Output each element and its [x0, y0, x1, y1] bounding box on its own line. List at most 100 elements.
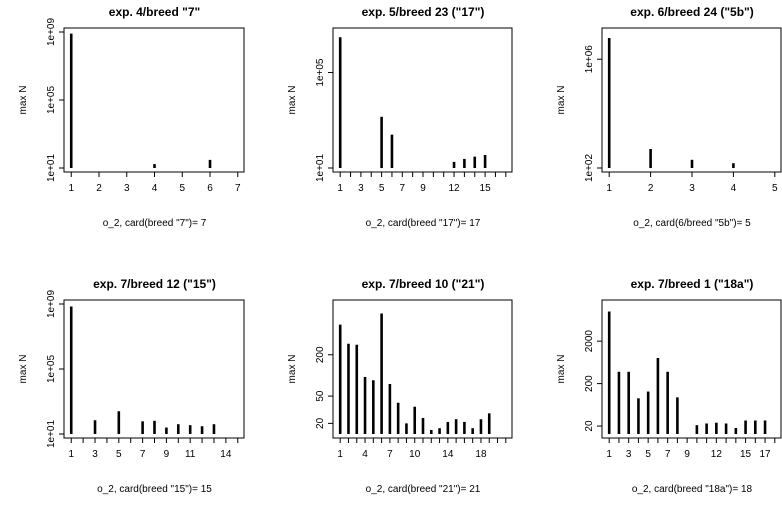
y-tick-label: 1e+09	[46, 18, 57, 47]
y-axis-label: max N	[18, 355, 29, 384]
y-axis: 1e+01 1e+05	[315, 58, 334, 183]
x-tick-label: 3	[92, 449, 98, 460]
panel-1: exp. 4/breed "7" o_2, card(breed "7")= 7 m…	[18, 5, 245, 229]
x-axis: 1 2 3 4 5 6 7	[68, 172, 241, 194]
y-tick-label: 20	[584, 420, 595, 432]
x-tick-label: 17	[759, 449, 771, 460]
x-tick-label: 7	[400, 183, 406, 194]
x-tick-label: 5	[772, 183, 778, 194]
x-axis-label: o_2, card(breed "17")= 17	[366, 218, 481, 229]
x-tick-label: 12	[711, 449, 723, 460]
x-tick-label: 3	[358, 183, 364, 194]
panel-6: exp. 7/breed 1 ("18a") o_2, card(breed "1…	[556, 277, 782, 495]
x-tick-label: 7	[387, 449, 393, 460]
y-axis: 1e+02 1e+06	[584, 45, 603, 183]
y-axis-label: max N	[18, 86, 29, 115]
x-tick-label: 18	[475, 449, 487, 460]
x-axis-label: o_2, card(breed "7")= 7	[103, 218, 207, 229]
x-tick-label: 2	[648, 183, 654, 194]
x-tick-label: 4	[731, 183, 737, 194]
y-axis-label: max N	[556, 86, 567, 115]
y-axis-label: max N	[287, 355, 298, 384]
bar-series	[69, 33, 212, 168]
x-axis: 1 3 5 7 9 11 14	[68, 438, 239, 460]
x-tick-label: 14	[442, 449, 454, 460]
x-tick-label: 7	[665, 449, 671, 460]
panel-4: exp. 7/breed 12 ("15") o_2, card(breed "1…	[18, 277, 245, 495]
chart-title: exp. 6/breed 24 ("5b")	[630, 5, 753, 19]
plot-frame	[332, 27, 513, 173]
x-tick-label: 5	[645, 449, 651, 460]
x-tick-label: 15	[480, 183, 492, 194]
x-tick-label: 7	[235, 183, 241, 194]
x-tick-label: 1	[68, 183, 74, 194]
x-tick-label: 1	[337, 449, 343, 460]
plot-frame	[63, 27, 245, 173]
panel-5: exp. 7/breed 10 ("21") o_2, card(breed "2…	[287, 277, 513, 495]
chart-title: exp. 4/breed "7"	[109, 5, 200, 19]
y-axis: 20 200 2000	[584, 330, 603, 432]
x-tick-label: 5	[379, 183, 385, 194]
x-tick-label: 15	[740, 449, 752, 460]
x-axis: 1 3 5 7 9 12 15	[337, 172, 507, 194]
bar-series	[607, 38, 735, 168]
x-tick-label: 4	[362, 449, 368, 460]
x-tick-label: 5	[116, 449, 122, 460]
y-tick-label: 2000	[584, 330, 595, 353]
x-axis: 1 2 3 4 5	[606, 172, 778, 194]
bar-series	[69, 306, 216, 434]
y-tick-label: 200	[584, 375, 595, 392]
x-tick-label: 14	[220, 449, 232, 460]
x-tick-label: 5	[179, 183, 185, 194]
plot-frame	[332, 299, 513, 439]
bar-series	[338, 313, 491, 434]
y-tick-label: 1e+09	[46, 290, 57, 319]
plot-frame	[63, 299, 245, 439]
x-tick-label: 7	[140, 449, 146, 460]
bar-series	[607, 311, 767, 434]
y-tick-label: 1e+05	[46, 86, 57, 115]
x-tick-label: 4	[152, 183, 158, 194]
y-axis-label: max N	[287, 86, 298, 115]
y-tick-label: 1e+05	[46, 355, 57, 384]
x-tick-label: 10	[409, 449, 421, 460]
chart-title: exp. 5/breed 23 ("17")	[362, 5, 485, 19]
y-tick-label: 1e+06	[584, 45, 595, 74]
x-tick-label: 3	[689, 183, 695, 194]
bar-series	[338, 37, 487, 168]
x-axis: 1 3 5 7 9 12 15 17	[606, 438, 776, 460]
x-axis-label: o_2, card(breed "15")= 15	[97, 484, 212, 495]
panel-2: exp. 5/breed 23 ("17") o_2, card(breed "1…	[287, 5, 513, 229]
y-tick-label: 50	[315, 390, 326, 402]
y-axis: 20 50 200	[315, 346, 334, 429]
x-tick-label: 1	[606, 183, 612, 194]
y-axis: 1e+01 1e+05 1e+09	[46, 18, 65, 183]
y-tick-label: 1e+02	[584, 154, 595, 183]
plot-frame	[601, 27, 782, 173]
x-tick-label: 11	[185, 449, 196, 460]
panel-3: exp. 6/breed 24 ("5b") o_2, card(6/breed …	[556, 5, 782, 229]
chart-title: exp. 7/breed 10 ("21")	[362, 277, 485, 291]
chart-title: exp. 7/breed 1 ("18a")	[631, 277, 754, 291]
x-axis: 1 4 7 10 14 18	[337, 438, 507, 460]
y-tick-label: 20	[315, 417, 326, 429]
chart-title: exp. 7/breed 12 ("15")	[93, 277, 216, 291]
x-tick-label: 1	[337, 183, 343, 194]
y-tick-label: 1e+01	[315, 154, 326, 183]
y-axis-label: max N	[556, 355, 567, 384]
x-tick-label: 9	[684, 449, 690, 460]
x-tick-label: 1	[606, 449, 612, 460]
x-tick-label: 1	[68, 449, 74, 460]
x-tick-label: 12	[448, 183, 460, 194]
x-axis-label: o_2, card(6/breed "5b")= 5	[633, 218, 751, 229]
x-tick-label: 2	[96, 183, 102, 194]
x-axis-label: o_2, card(breed "18a")= 18	[632, 484, 753, 495]
y-tick-label: 1e+01	[46, 154, 57, 183]
x-tick-label: 3	[626, 449, 632, 460]
y-tick-label: 1e+01	[46, 420, 57, 449]
x-tick-label: 9	[164, 449, 170, 460]
x-tick-label: 6	[207, 183, 213, 194]
x-tick-label: 3	[124, 183, 130, 194]
x-axis-label: o_2, card(breed "21")= 21	[366, 484, 481, 495]
